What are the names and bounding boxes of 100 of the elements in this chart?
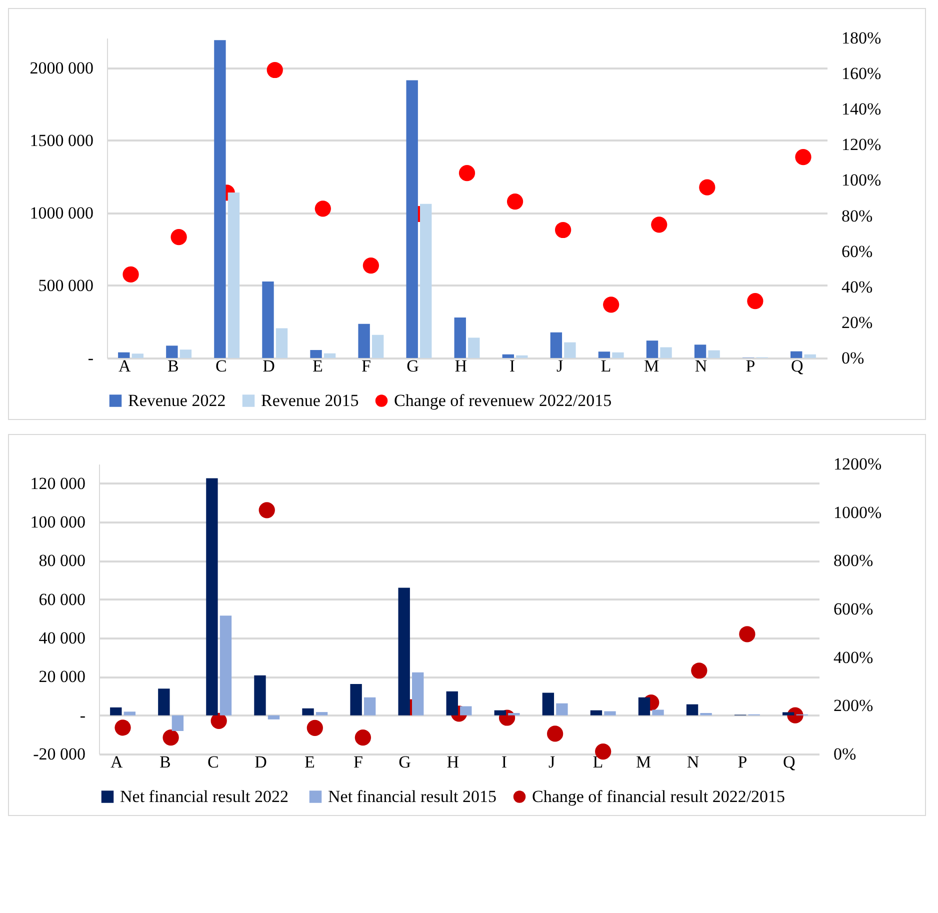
x-tick-label: B (159, 752, 171, 772)
x-tick-label: M (636, 752, 652, 772)
y2-tick-label: 200% (834, 696, 874, 716)
bar (310, 350, 322, 358)
legend-label: Revenue 2015 (261, 390, 359, 410)
bar (276, 328, 288, 358)
point (458, 165, 476, 182)
point (691, 662, 708, 679)
bar (254, 675, 266, 716)
bar (550, 332, 562, 358)
bar (782, 712, 794, 716)
y-tick-label: 120 000 (30, 474, 86, 493)
legend-label: Net financial result 2015 (328, 786, 497, 806)
x-tick-label: A (118, 356, 132, 376)
bar (316, 712, 328, 716)
bar (214, 40, 226, 358)
x-tick-label: D (254, 752, 267, 772)
point (114, 720, 131, 736)
point (162, 730, 179, 746)
bar (468, 338, 480, 358)
y2-tick-label: 800% (834, 551, 874, 570)
point (314, 200, 331, 217)
bar (598, 352, 610, 358)
bar (372, 334, 384, 358)
bar (206, 478, 218, 716)
y-tick-label: -20 000 (33, 744, 86, 764)
y-tick-label: 1000 000 (30, 203, 94, 222)
x-tick-label: Q (782, 752, 796, 772)
point (362, 258, 379, 274)
x-tick-label: F (361, 356, 371, 376)
bar (638, 697, 650, 716)
y2-tick-label: 120% (842, 135, 882, 154)
x-tick-label: J (556, 356, 564, 376)
bar (158, 688, 170, 716)
bar (166, 346, 178, 358)
y2-tick-label: 0% (842, 348, 864, 368)
bar (412, 672, 424, 716)
y2-tick-label: 400% (834, 648, 874, 667)
bar (132, 354, 144, 358)
x-tick-label: H (454, 356, 467, 376)
bar (790, 351, 802, 358)
bar (118, 352, 130, 358)
bar (460, 706, 472, 716)
x-tick-label: F (353, 752, 363, 772)
bar (228, 192, 240, 358)
x-tick-label: I (501, 752, 508, 772)
y-tick-label: 20 000 (38, 667, 86, 686)
bar (454, 318, 466, 358)
point (170, 229, 187, 246)
legend-label: Revenue 2022 (128, 390, 226, 410)
y2-tick-label: 40% (842, 277, 873, 296)
point (795, 149, 812, 166)
y2-tick-label: 1200% (834, 454, 882, 474)
x-tick-label: E (312, 356, 323, 376)
x-tick-label: Q (790, 356, 804, 376)
y2-tick-label: 100% (842, 170, 882, 190)
x-tick-label: C (207, 752, 219, 772)
x-tick-label: P (738, 752, 748, 772)
x-tick-label: P (746, 356, 756, 376)
bar (556, 703, 568, 716)
point (122, 266, 139, 282)
y2-tick-label: 180% (842, 28, 882, 48)
y-tick-label: - (88, 348, 94, 368)
bar (268, 715, 280, 720)
point (699, 179, 716, 196)
bar (604, 711, 616, 716)
bar (350, 684, 362, 716)
x-tick-label: C (215, 356, 227, 376)
x-tick-label: G (398, 752, 411, 772)
bar (172, 715, 184, 731)
y-tick-label: 60 000 (38, 590, 86, 609)
point (258, 502, 275, 518)
x-tick-label: J (548, 752, 556, 772)
bar (542, 692, 554, 716)
x-tick-label: D (262, 356, 275, 376)
y-tick-label: 100 000 (30, 512, 86, 532)
point (506, 194, 524, 210)
x-tick-label: H (446, 752, 459, 772)
bar (694, 344, 706, 358)
x-tick-label: I (509, 356, 516, 376)
point (603, 296, 620, 313)
y2-tick-label: 140% (842, 100, 882, 119)
point (266, 62, 283, 78)
bar (646, 340, 658, 358)
bar (660, 347, 672, 358)
y2-tick-label: 160% (842, 64, 882, 84)
bar (220, 616, 232, 716)
x-tick-label: N (694, 356, 708, 376)
y2-tick-label: 0% (834, 744, 856, 764)
y-tick-label: 40 000 (38, 628, 86, 648)
x-tick-label: N (686, 752, 700, 772)
bar (358, 324, 370, 358)
bar (406, 80, 418, 358)
bar (708, 350, 720, 358)
bar (804, 354, 816, 358)
bar (564, 342, 576, 358)
bar (516, 355, 528, 358)
y2-tick-label: 20% (842, 312, 873, 332)
point (210, 712, 227, 729)
y2-tick-label: 80% (842, 206, 873, 226)
